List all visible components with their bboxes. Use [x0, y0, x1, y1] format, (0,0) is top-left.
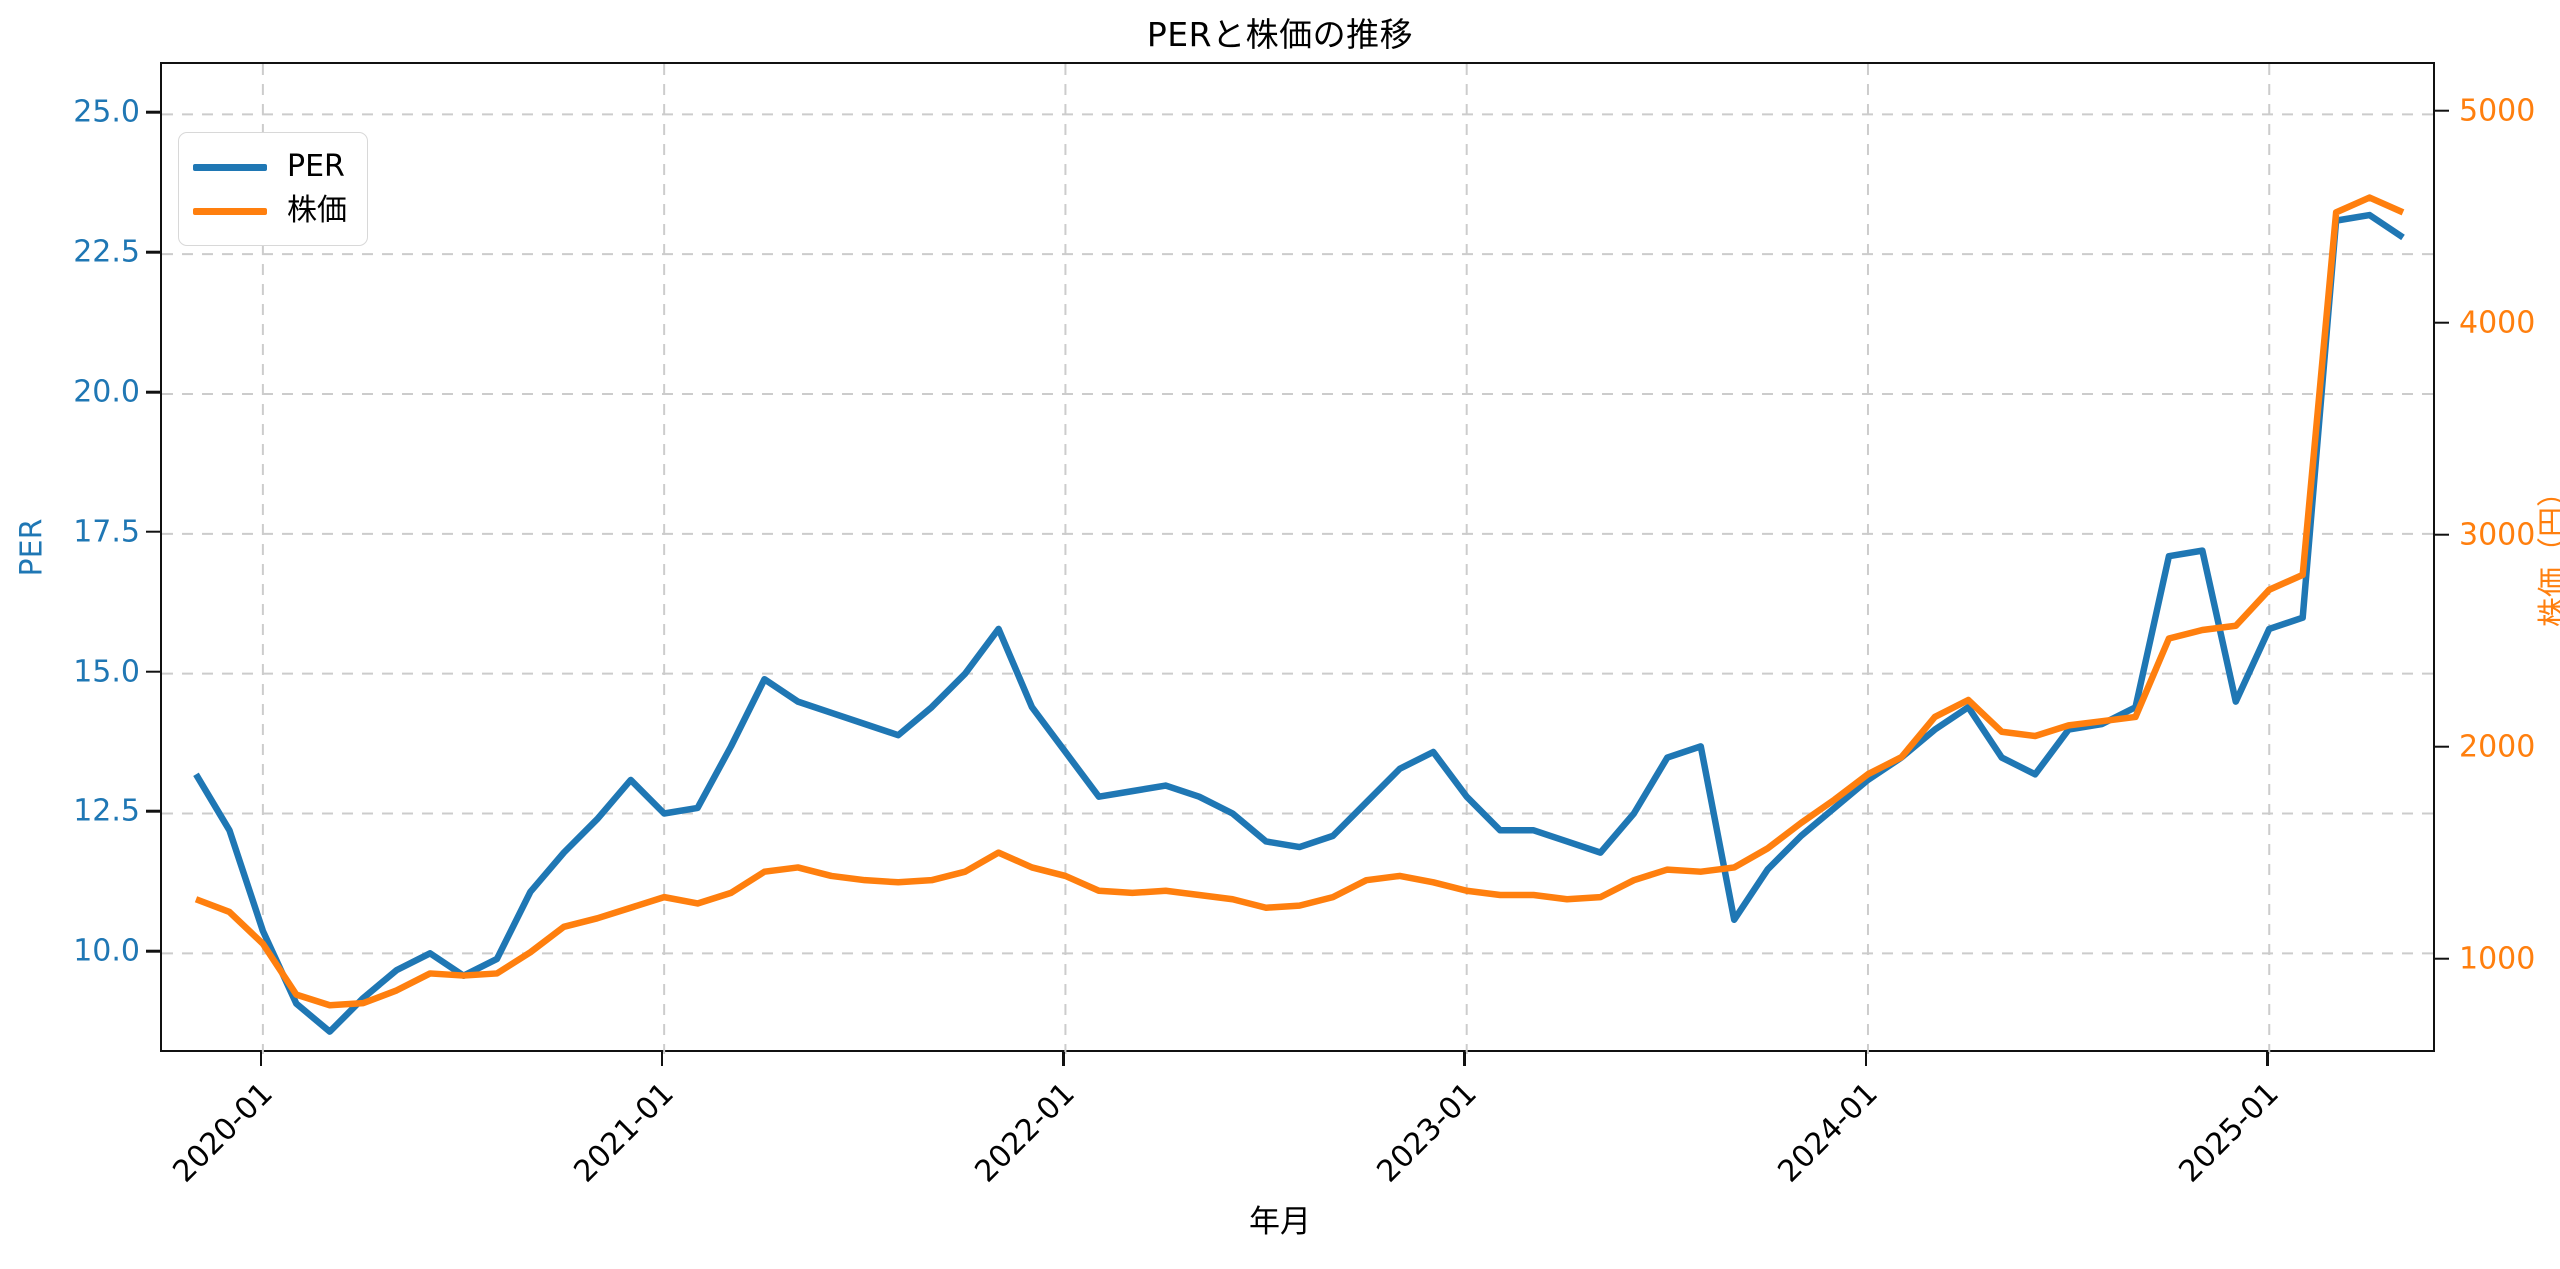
x-axis-tick-label: 2020-01: [166, 1076, 280, 1190]
x-axis-tick-label: 2022-01: [968, 1076, 1083, 1190]
y-axis-left-tick-mark: [146, 250, 160, 254]
y-axis-right-tick-mark: [2435, 957, 2449, 961]
y-axis-left-tick-label: 25.0: [73, 94, 140, 130]
y-axis-left-tick-label: 15.0: [73, 654, 140, 690]
y-axis-left-tick-mark: [146, 111, 160, 114]
legend-label-kabuka: 株価: [287, 193, 347, 228]
y-axis-right-tick-mark: [2435, 109, 2449, 113]
y-axis-right-tick-label: 1000: [2459, 941, 2536, 977]
y-axis-left-tick-mark: [146, 390, 160, 394]
x-axis-label: 年月: [1249, 1204, 1311, 1240]
x-axis-tick-mark: [1463, 1052, 1466, 1066]
x-axis-tick-label: 2024-01: [1771, 1076, 1885, 1190]
y-axis-left-tick-label: 12.5: [73, 793, 140, 829]
chart-title: PERと株価の推移: [1146, 15, 1414, 54]
x-axis-tick-mark: [2265, 1052, 2269, 1066]
y-axis-right-tick-label: 4000: [2459, 305, 2536, 341]
y-axis-left-tick-label: 10.0: [73, 933, 140, 969]
legend-item-per[interactable]: PER: [193, 145, 347, 189]
legend-swatch-kabuka: [193, 207, 267, 215]
y-axis-left-tick-mark: [146, 950, 160, 953]
y-axis-right-tick-mark: [2435, 745, 2449, 749]
x-axis-tick-mark: [1062, 1052, 1065, 1066]
y-axis-left-tick-label: 20.0: [73, 374, 140, 410]
y-axis-left-tick-label: 17.5: [73, 514, 140, 550]
x-axis-tick-label: 2023-01: [1370, 1076, 1484, 1190]
x-axis-tick-mark: [1864, 1052, 1868, 1066]
y-axis-right-tick-label: 2000: [2459, 729, 2536, 765]
y-axis-left-tick-mark: [146, 670, 160, 673]
y-axis-left-tick-mark: [146, 810, 160, 813]
y-axis-right-tick-mark: [2435, 321, 2449, 325]
chart-legend[interactable]: PER 株価: [178, 132, 368, 246]
legend-item-kabuka[interactable]: 株価: [193, 189, 347, 233]
x-axis-tick-mark: [259, 1052, 263, 1066]
x-axis-tick-label: 2021-01: [567, 1076, 681, 1190]
series-line-株価: [194, 194, 2405, 1009]
plot-area: [160, 62, 2437, 1054]
y-axis-right-tick-label: 5000: [2459, 93, 2536, 129]
y-axis-left-tick-label: 22.5: [73, 234, 140, 270]
plot-svg: [162, 64, 2437, 1054]
x-axis-tick-label: 2025-01: [2172, 1076, 2286, 1190]
y-axis-left-tick-mark: [146, 530, 160, 534]
legend-label-per: PER: [287, 149, 345, 184]
series-line-PER: [193, 211, 2405, 1035]
y-axis-right-tick-mark: [2435, 533, 2449, 537]
x-axis-tick-mark: [660, 1052, 664, 1066]
y-axis-right-tick-label: 3000: [2459, 517, 2536, 553]
legend-swatch-per: [193, 163, 267, 171]
series-lines: [193, 194, 2405, 1035]
